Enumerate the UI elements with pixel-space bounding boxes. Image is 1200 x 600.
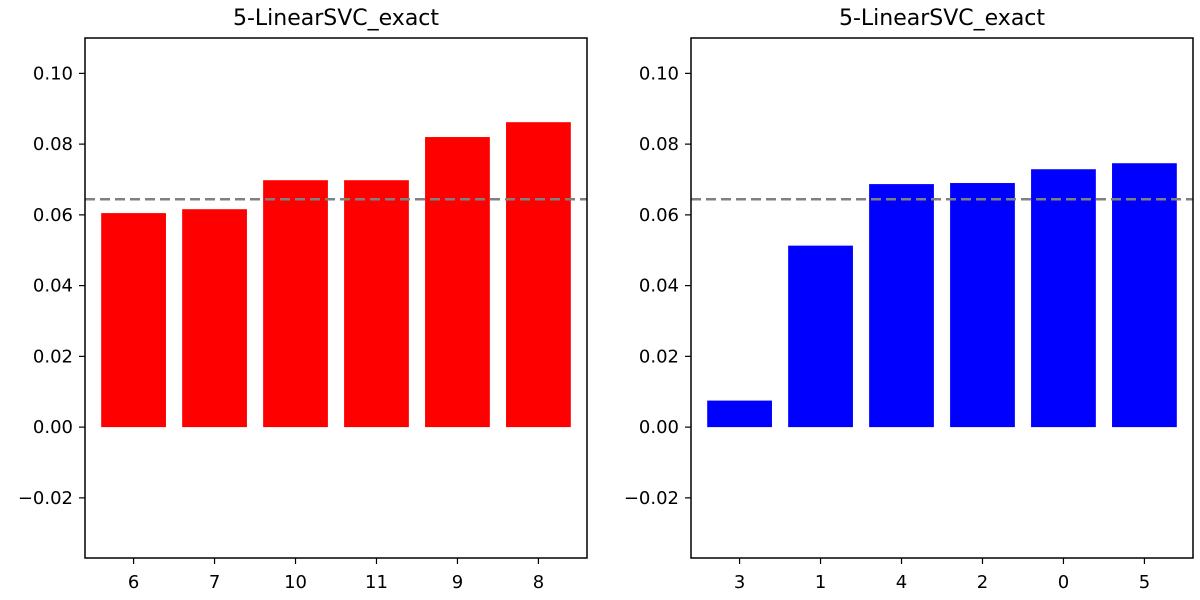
y-tick-label: 0.04 [33, 276, 73, 297]
bar-1 [788, 245, 853, 428]
bar-7 [182, 209, 247, 428]
bar-9 [425, 137, 490, 428]
bar-6 [101, 213, 166, 428]
x-tick-label: 10 [284, 572, 307, 593]
x-axis: 3 1 4 2 0 5 [734, 558, 1150, 593]
y-tick-label: 0.00 [33, 417, 73, 438]
y-tick-label: 0.10 [33, 63, 73, 84]
bars-group [101, 122, 571, 428]
x-tick-label: 6 [128, 572, 139, 593]
x-tick-label: 1 [815, 572, 826, 593]
x-tick-label: 7 [209, 572, 220, 593]
plot-frame [690, 37, 1194, 559]
x-tick-label: 0 [1058, 572, 1069, 593]
x-axis: 6 7 10 11 9 8 [128, 558, 544, 593]
chart-panel-right: 5-LinearSVC_exact −0.02 0.00 0.02 0.04 0.06 0… [624, 6, 1194, 593]
y-axis: −0.02 0.00 0.02 0.04 0.06 0.08 0.10 [18, 63, 85, 509]
x-tick-label: 5 [1139, 572, 1150, 593]
bar-11 [344, 180, 409, 428]
bar-0 [1031, 169, 1096, 428]
y-axis: −0.02 0.00 0.02 0.04 0.06 0.08 0.10 [624, 63, 691, 509]
y-tick-label: 0.08 [639, 134, 679, 155]
bar-5 [1112, 163, 1177, 428]
x-tick-label: 3 [734, 572, 745, 593]
plot-frame [84, 37, 588, 559]
bar-3 [707, 400, 772, 428]
x-tick-label: 8 [533, 572, 544, 593]
y-tick-label: 0.08 [33, 134, 73, 155]
x-tick-label: 9 [452, 572, 463, 593]
y-tick-label: 0.06 [33, 205, 73, 226]
y-tick-label: 0.02 [639, 346, 679, 367]
x-tick-label: 2 [977, 572, 988, 593]
y-tick-label: 0.02 [33, 346, 73, 367]
y-tick-label: −0.02 [624, 488, 679, 509]
chart-panel-left: 5-LinearSVC_exact −0.02 0.00 0.02 0.04 0.06 0… [18, 6, 588, 593]
bar-10 [263, 180, 328, 428]
y-tick-label: 0.06 [639, 205, 679, 226]
y-tick-label: 0.10 [639, 63, 679, 84]
chart-title: 5-LinearSVC_exact [233, 6, 439, 31]
bars-group [707, 163, 1177, 428]
y-tick-label: 0.00 [639, 417, 679, 438]
bar-4 [869, 184, 934, 428]
bar-8 [506, 122, 571, 428]
y-tick-label: 0.04 [639, 276, 679, 297]
chart-title: 5-LinearSVC_exact [839, 6, 1045, 31]
bar-2 [950, 183, 1015, 428]
x-tick-label: 4 [896, 572, 907, 593]
y-tick-label: −0.02 [18, 488, 73, 509]
x-tick-label: 11 [365, 572, 388, 593]
